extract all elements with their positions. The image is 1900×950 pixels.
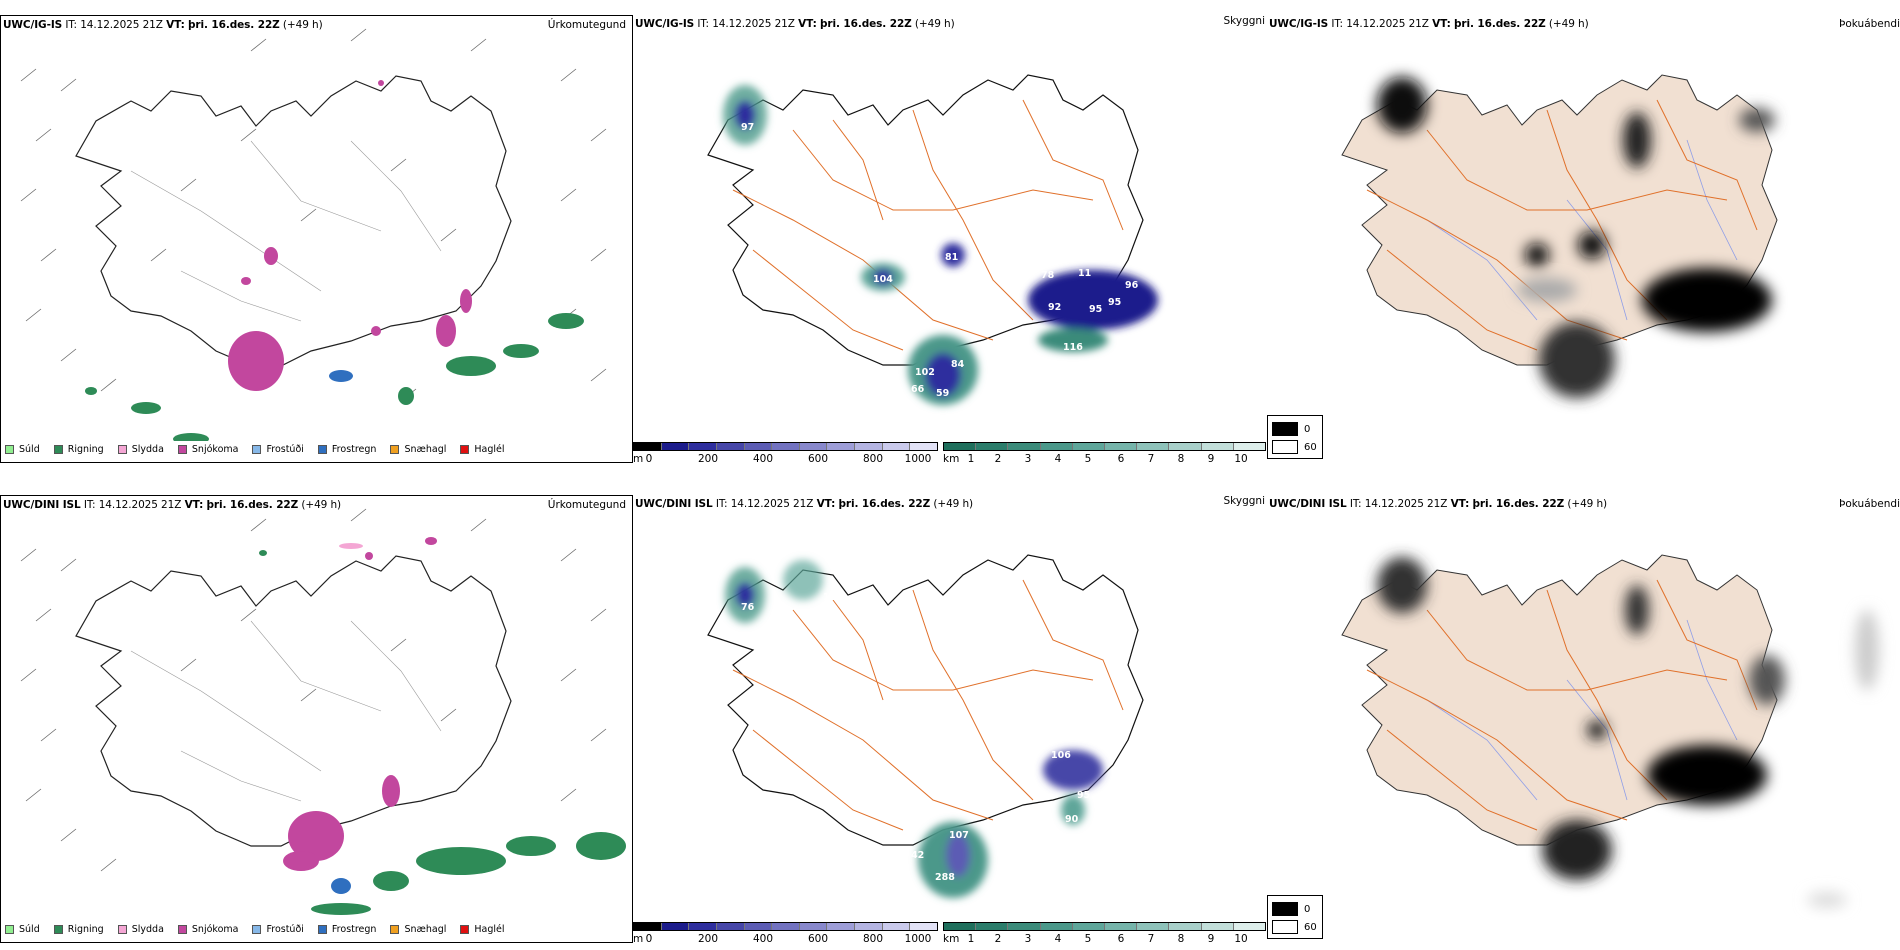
vis-areas bbox=[723, 85, 1158, 405]
ceiling-colorbar bbox=[633, 442, 938, 451]
visibility-ticks: 1 2 3 4 5 6 7 8 9 10 bbox=[967, 453, 1248, 463]
panel-header: UWC/DINI ISL IT: 14.12.2025 21Z VT: þri.… bbox=[1269, 498, 1608, 510]
legend-item-frostudi: Frostúði bbox=[252, 444, 304, 455]
ceiling-ticks: 0 200 400 600 800 1000 bbox=[645, 933, 932, 943]
panel-title-precip: Úrkomutegund bbox=[547, 499, 626, 511]
visibility-ticks: 1 2 3 4 5 6 7 8 9 10 bbox=[967, 933, 1248, 943]
panel-header: UWC/IG-IS IT: 14.12.2025 21Z VT: þri. 16… bbox=[3, 19, 323, 31]
panel-header: UWC/DINI ISL IT: 14.12.2025 21Z VT: þri.… bbox=[635, 498, 974, 510]
vis-label: 97 bbox=[741, 122, 754, 133]
precip-areas bbox=[85, 80, 584, 441]
fog-legend: 0 60 bbox=[1267, 895, 1323, 939]
legend-item-rigning: Rigning bbox=[53, 924, 104, 935]
wind-barbs bbox=[20, 508, 607, 872]
vis-label: 11 bbox=[1078, 268, 1091, 279]
visibility-unit: km bbox=[943, 933, 960, 943]
panel-title-visibility: Skyggni bbox=[1223, 15, 1266, 27]
precip-map bbox=[20, 508, 626, 915]
ceiling-unit: m bbox=[633, 933, 644, 943]
vis-label: 107 bbox=[949, 830, 969, 841]
visibility-unit: km bbox=[943, 453, 960, 463]
legend-item-snjokoma: Snjókoma bbox=[177, 924, 238, 935]
precip-legend: Súld Rigning Slydda Snjókoma Frostúði Fr… bbox=[5, 440, 519, 458]
visibility-map: 76 11 106 95 90 107 42 288 bbox=[707, 554, 1144, 898]
ceiling-colorbar bbox=[633, 922, 938, 931]
legend-item-haglel: Haglél bbox=[460, 924, 505, 935]
fog-legend: 0 60 bbox=[1267, 415, 1323, 459]
ceiling-ticks: 0 200 400 600 800 1000 bbox=[645, 453, 932, 463]
vis-label: 90 bbox=[1065, 814, 1079, 825]
legend-item-frostregn: Frostregn bbox=[317, 444, 376, 455]
vis-label: 76 bbox=[741, 602, 755, 613]
precip-map bbox=[20, 28, 607, 441]
fog-map bbox=[1341, 74, 1778, 398]
visibility-panel-bottom: UWC/DINI ISL IT: 14.12.2025 21Z VT: þri.… bbox=[633, 495, 1267, 943]
vis-label: 288 bbox=[935, 872, 955, 883]
panel-header: UWC/IG-IS IT: 14.12.2025 21Z VT: þri. 16… bbox=[635, 18, 955, 30]
legend-item-haglel: Haglél bbox=[460, 444, 505, 455]
legend-item-rigning: Rigning bbox=[53, 444, 104, 455]
panel-header: UWC/IG-IS IT: 14.12.2025 21Z VT: þri. 16… bbox=[1269, 18, 1589, 30]
vis-label: 81 bbox=[945, 252, 958, 263]
precip-type-panel-bottom: UWC/DINI ISL IT: 14.12.2025 21Z VT: þri.… bbox=[0, 495, 633, 943]
panel-title-precip: Úrkomutegund bbox=[547, 19, 626, 31]
fog-panel-bottom: UWC/DINI ISL IT: 14.12.2025 21Z VT: þri.… bbox=[1267, 495, 1900, 943]
precip-legend: Súld Rigning Slydda Snjókoma Frostúði Fr… bbox=[5, 920, 519, 938]
visibility-colorbar bbox=[943, 442, 1266, 451]
vis-areas bbox=[725, 560, 1103, 898]
vis-label: 59 bbox=[936, 388, 949, 399]
vis-label: 102 bbox=[915, 367, 935, 378]
fog-areas bbox=[1377, 557, 1879, 908]
panel-title-fog: Þokuábendi bbox=[1839, 498, 1900, 510]
ceiling-unit: m bbox=[633, 453, 644, 463]
vis-label: 116 bbox=[1063, 342, 1083, 353]
panel-header: UWC/DINI ISL IT: 14.12.2025 21Z VT: þri.… bbox=[3, 499, 342, 511]
legend-item-frostregn: Frostregn bbox=[317, 924, 376, 935]
vis-label: 95 bbox=[1108, 297, 1121, 308]
vis-label: 78 bbox=[1041, 270, 1055, 281]
panel-title-fog: Þokuábendi bbox=[1839, 18, 1900, 30]
vis-label: 84 bbox=[951, 359, 965, 370]
vis-label: 106 bbox=[1051, 750, 1071, 761]
vis-label: 96 bbox=[1125, 280, 1139, 291]
legend-item-sudd: Súld bbox=[5, 924, 40, 935]
legend-item-slydda: Slydda bbox=[117, 444, 164, 455]
vis-label: 11 bbox=[823, 592, 836, 603]
visibility-panel-top: UWC/IG-IS IT: 14.12.2025 21Z VT: þri. 16… bbox=[633, 15, 1267, 463]
fog-areas bbox=[1377, 77, 1775, 398]
visibility-colorbar bbox=[943, 922, 1266, 931]
visibility-map: 97 104 81 78 11 96 92 95 95 116 84 102 5… bbox=[707, 74, 1158, 405]
legend-item-frostudi: Frostúði bbox=[252, 924, 304, 935]
legend-item-snaehagl: Snæhagl bbox=[390, 924, 446, 935]
vis-label: 92 bbox=[1048, 302, 1061, 313]
vis-label: 66 bbox=[911, 384, 925, 395]
legend-item-sudd: Súld bbox=[5, 444, 40, 455]
vis-label: 42 bbox=[911, 850, 924, 861]
precip-type-panel-top: UWC/IG-IS IT: 14.12.2025 21Z VT: þri. 16… bbox=[0, 15, 633, 463]
fog-panel-top: UWC/IG-IS IT: 14.12.2025 21Z VT: þri. 16… bbox=[1267, 15, 1900, 463]
vis-label: 95 bbox=[1089, 304, 1102, 315]
legend-item-snaehagl: Snæhagl bbox=[390, 444, 446, 455]
legend-item-snjokoma: Snjókoma bbox=[177, 444, 238, 455]
vis-label: 104 bbox=[873, 274, 893, 285]
legend-item-slydda: Slydda bbox=[117, 924, 164, 935]
fog-map bbox=[1341, 554, 1879, 908]
vis-label: 95 bbox=[1077, 790, 1090, 801]
panel-title-visibility: Skyggni bbox=[1223, 495, 1266, 507]
precip-areas bbox=[259, 537, 626, 915]
